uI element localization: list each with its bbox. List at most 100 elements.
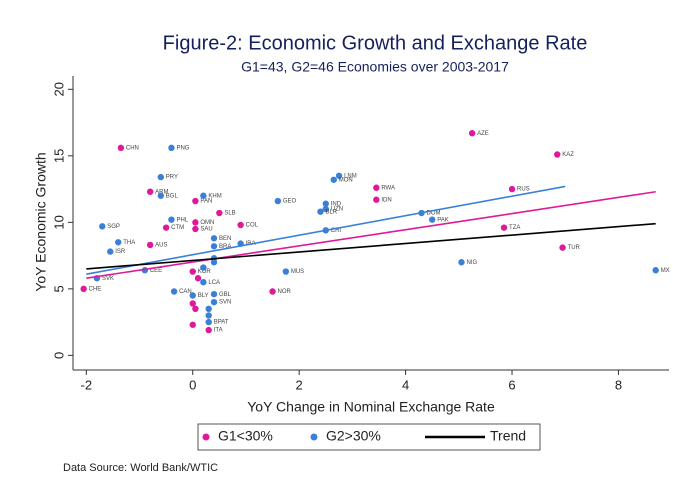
- point-label: KHM: [208, 193, 221, 199]
- point: [80, 285, 87, 293]
- x-tick-label: -2: [81, 377, 93, 392]
- point: [269, 288, 276, 295]
- point: [282, 268, 290, 275]
- point-label: IDN: [381, 197, 391, 203]
- point-label: KOR: [198, 269, 212, 275]
- point: [168, 216, 175, 223]
- point-label: PHL: [176, 217, 188, 223]
- point: [210, 259, 218, 266]
- x-tick-label: 8: [615, 377, 622, 392]
- source-note: Data Source: World Bank/WTIC: [63, 462, 218, 474]
- point-label: IND: [331, 201, 342, 207]
- point-label: PNG: [176, 145, 189, 151]
- chart-title: Figure-2: Economic Growth and Exchange R…: [163, 32, 588, 54]
- point: [162, 224, 170, 231]
- point-label: RUS: [517, 187, 530, 193]
- point-label: BEN: [219, 236, 231, 242]
- y-tick-label: 15: [51, 149, 66, 163]
- point-label: BPAT: [214, 320, 229, 326]
- point-label: PRY: [166, 175, 178, 181]
- y-tick-label: 10: [51, 215, 66, 229]
- point-label: BGL: [166, 193, 179, 199]
- point-label: CTM: [171, 225, 184, 231]
- chart-subtitle: G1=43, G2=46 Economies over 2003-2017: [241, 59, 509, 75]
- point: [322, 200, 329, 207]
- point-label: NIG: [466, 260, 477, 266]
- point-label: SGP: [107, 224, 120, 230]
- point: [210, 290, 218, 298]
- point: [200, 192, 207, 199]
- point: [189, 268, 196, 275]
- point: [189, 321, 196, 328]
- point: [189, 300, 196, 307]
- point: [468, 130, 476, 137]
- point-label: RWA: [381, 185, 395, 191]
- point: [205, 305, 212, 313]
- point: [428, 216, 436, 223]
- point-label: MON: [339, 177, 353, 183]
- point: [192, 305, 199, 313]
- point-label: TUR: [568, 245, 581, 251]
- point: [115, 239, 122, 246]
- point-label: SLB: [224, 211, 235, 217]
- point-label: SVN: [219, 300, 231, 306]
- point-label: TZA: [509, 225, 520, 231]
- point: [157, 192, 165, 199]
- point: [559, 244, 566, 251]
- point: [216, 209, 223, 217]
- point: [508, 185, 516, 193]
- point-label: NOR: [278, 289, 292, 295]
- x-tick-label: 2: [296, 377, 303, 392]
- point-label: GBL: [219, 292, 232, 298]
- point: [205, 326, 212, 334]
- y-tick-label: 5: [51, 285, 66, 292]
- point-label: CRI: [331, 228, 342, 234]
- point-label: DOM: [427, 211, 441, 217]
- y-tick-label: 0: [51, 352, 66, 359]
- point-label: CEE: [150, 268, 162, 274]
- point: [373, 184, 380, 191]
- point: [330, 176, 337, 183]
- fit-line: [86, 190, 656, 279]
- point-label: AUS: [155, 243, 167, 249]
- point: [335, 172, 343, 179]
- point: [210, 235, 218, 242]
- point: [200, 278, 207, 286]
- point-label: THA: [123, 240, 135, 246]
- point-label: BLR: [325, 209, 337, 215]
- point-label: CHE: [89, 286, 102, 292]
- point: [373, 196, 380, 203]
- fit-line: [86, 185, 566, 276]
- point-label: BRA: [219, 244, 231, 250]
- point-label: CAN: [179, 289, 192, 295]
- x-axis-label: YoY Change in Nominal Exchange Rate: [247, 399, 495, 415]
- point: [210, 298, 218, 306]
- point-label: PAN: [200, 199, 212, 205]
- point-label: MUS: [291, 269, 304, 275]
- point: [200, 264, 207, 271]
- point: [170, 288, 178, 295]
- point-label: SAU: [200, 227, 212, 233]
- point-label: BLY: [198, 293, 209, 299]
- point: [192, 219, 199, 226]
- point: [458, 259, 465, 266]
- point: [192, 225, 199, 233]
- point: [194, 275, 202, 282]
- point-label: LNM: [344, 173, 357, 179]
- x-tick-label: 6: [508, 377, 515, 392]
- point-label: GEO: [283, 199, 297, 205]
- point-label: LCA: [208, 280, 220, 286]
- point: [205, 318, 212, 326]
- y-tick-label: 20: [51, 82, 66, 96]
- point: [554, 151, 561, 158]
- point: [317, 208, 324, 215]
- point-label: UZN: [331, 207, 343, 213]
- point: [210, 243, 218, 250]
- point: [117, 144, 125, 152]
- legend-label: Trend: [490, 428, 526, 444]
- point: [237, 221, 244, 229]
- legend-marker: [310, 433, 318, 441]
- point-label: PAK: [437, 217, 449, 223]
- point: [189, 292, 196, 299]
- x-tick-label: 4: [402, 377, 409, 392]
